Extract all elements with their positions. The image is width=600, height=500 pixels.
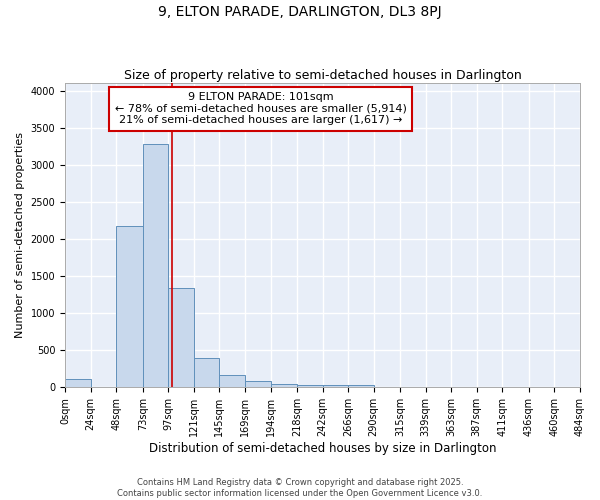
X-axis label: Distribution of semi-detached houses by size in Darlington: Distribution of semi-detached houses by … (149, 442, 496, 455)
Bar (297, 385, 323, 388)
Bar (348, 385, 374, 388)
Bar (143, 144, 168, 388)
Text: 9, ELTON PARADE, DARLINGTON, DL3 8PJ: 9, ELTON PARADE, DARLINGTON, DL3 8PJ (158, 5, 442, 19)
Bar (323, 385, 348, 388)
Text: Contains HM Land Registry data © Crown copyright and database right 2025.
Contai: Contains HM Land Registry data © Crown c… (118, 478, 482, 498)
Bar (168, 288, 194, 388)
Bar (220, 375, 245, 388)
Bar (271, 384, 297, 388)
Bar (116, 226, 143, 388)
Text: 9 ELTON PARADE: 101sqm
← 78% of semi-detached houses are smaller (5,914)
21% of : 9 ELTON PARADE: 101sqm ← 78% of semi-det… (115, 92, 407, 126)
Title: Size of property relative to semi-detached houses in Darlington: Size of property relative to semi-detach… (124, 69, 521, 82)
Bar (194, 358, 220, 388)
Bar (245, 381, 271, 388)
Y-axis label: Number of semi-detached properties: Number of semi-detached properties (15, 132, 25, 338)
Bar (65, 379, 91, 388)
